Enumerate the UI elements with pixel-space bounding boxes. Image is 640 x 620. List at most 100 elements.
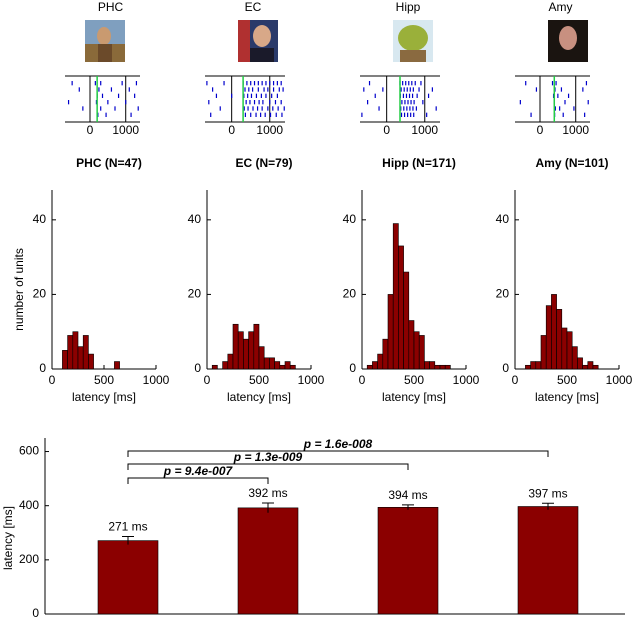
hist-bar: [592, 364, 599, 370]
y-tick-label: 20: [33, 287, 47, 301]
hist-bar: [525, 364, 531, 370]
x-tick-label: 1000: [606, 373, 633, 387]
hist-bar: [279, 364, 286, 370]
y-tick-label: 40: [33, 212, 47, 226]
hist-bar: [243, 338, 249, 370]
hist-bar: [248, 331, 255, 370]
value-label: 392 ms: [248, 486, 287, 500]
face-image-part: [238, 20, 250, 62]
hist-bar: [284, 361, 291, 370]
hist-bar: [561, 327, 568, 370]
x-tick-label: 1000: [256, 123, 283, 137]
y-tick-label: 20: [496, 287, 510, 301]
x-tick-label: 1000: [453, 373, 480, 387]
face-image-part: [400, 50, 426, 62]
hist-bar: [114, 361, 120, 370]
x-tick-label: 1000: [143, 373, 170, 387]
y-axis-label: number of units: [12, 248, 26, 331]
hist-bar: [582, 364, 589, 370]
hist-bar: [387, 294, 394, 370]
x-tick-label: 0: [512, 373, 519, 387]
hist-bar: [67, 335, 74, 370]
y-axis-label: latency [ms]: [1, 506, 15, 570]
x-tick-label: 1000: [562, 123, 589, 137]
hist-bar: [253, 323, 260, 370]
hist-bar: [366, 364, 373, 370]
bar: [237, 507, 299, 615]
hist-bar: [434, 364, 441, 370]
x-tick-label: 500: [557, 373, 577, 387]
hist-bar: [263, 357, 270, 370]
hist-bar: [62, 350, 68, 370]
hist-bar: [274, 361, 281, 370]
face-image-part: [98, 44, 112, 62]
raster-title: Hipp: [396, 0, 421, 14]
significance-bracket: [127, 450, 549, 457]
bar: [377, 507, 439, 615]
hist-bar: [72, 331, 79, 370]
hist-bar: [571, 346, 578, 370]
hist-bar: [392, 223, 399, 370]
raster-title: Amy: [549, 0, 573, 14]
hist-bar: [577, 357, 583, 370]
x-tick-label: 0: [49, 373, 56, 387]
face-image-part: [398, 25, 428, 51]
x-tick-label: 500: [404, 373, 424, 387]
x-tick-label: 0: [204, 373, 211, 387]
y-tick-label: 40: [188, 212, 202, 226]
hist-bar: [237, 331, 244, 370]
y-tick-label: 0: [502, 361, 509, 375]
hist-bar: [587, 361, 594, 370]
hist-bar: [444, 364, 451, 370]
hist-bar: [439, 364, 446, 370]
p-value: p = 1.6e-008: [303, 437, 373, 451]
x-tick-label: 0: [537, 123, 544, 137]
x-axis-label: latency [ms]: [535, 390, 599, 404]
y-tick-label: 400: [19, 498, 39, 512]
x-tick-label: 1000: [411, 123, 438, 137]
hist-bar: [222, 361, 229, 370]
hist-bar: [211, 364, 218, 370]
hist-bar: [408, 320, 415, 370]
error-bar: [122, 536, 134, 545]
value-label: 394 ms: [388, 488, 427, 502]
y-tick-label: 0: [32, 606, 39, 620]
hist-bar: [530, 361, 537, 370]
face-images: [85, 20, 588, 62]
hist-bar: [382, 338, 389, 370]
hist-bar: [551, 294, 557, 370]
hist-bar: [227, 353, 234, 370]
raster-title: EC: [245, 0, 262, 14]
x-tick-label: 1000: [298, 373, 325, 387]
value-label: 271 ms: [108, 520, 147, 534]
p-value: p = 1.3e-009: [233, 450, 303, 464]
hist-title: Hipp (N=171): [382, 156, 456, 170]
x-axis-label: latency [ms]: [72, 390, 136, 404]
hist-bar: [232, 323, 239, 370]
hist-bar: [403, 271, 410, 370]
raster-title: PHC: [98, 0, 124, 14]
value-label: 397 ms: [528, 486, 567, 500]
hist-bar: [418, 335, 425, 370]
y-tick-label: 0: [349, 361, 356, 375]
y-tick-label: 0: [39, 361, 46, 375]
face-image-part: [253, 25, 271, 47]
p-value: p = 9.4e-007: [163, 464, 234, 478]
hist-bar: [566, 331, 573, 370]
x-tick-label: 0: [359, 373, 366, 387]
x-axis-label: latency [ms]: [227, 390, 291, 404]
x-tick-label: 1000: [112, 123, 139, 137]
y-tick-label: 40: [496, 212, 510, 226]
x-tick-label: 500: [249, 373, 269, 387]
hist-bar: [269, 357, 275, 370]
y-tick-label: 20: [343, 287, 357, 301]
x-tick-label: 500: [94, 373, 114, 387]
error-bar: [402, 504, 414, 510]
hist-bar: [398, 245, 404, 370]
bar: [517, 506, 579, 615]
hist-title: PHC (N=47): [76, 156, 142, 170]
hist-bar: [540, 335, 547, 370]
hist-bar: [556, 309, 563, 370]
bar: [97, 540, 159, 615]
